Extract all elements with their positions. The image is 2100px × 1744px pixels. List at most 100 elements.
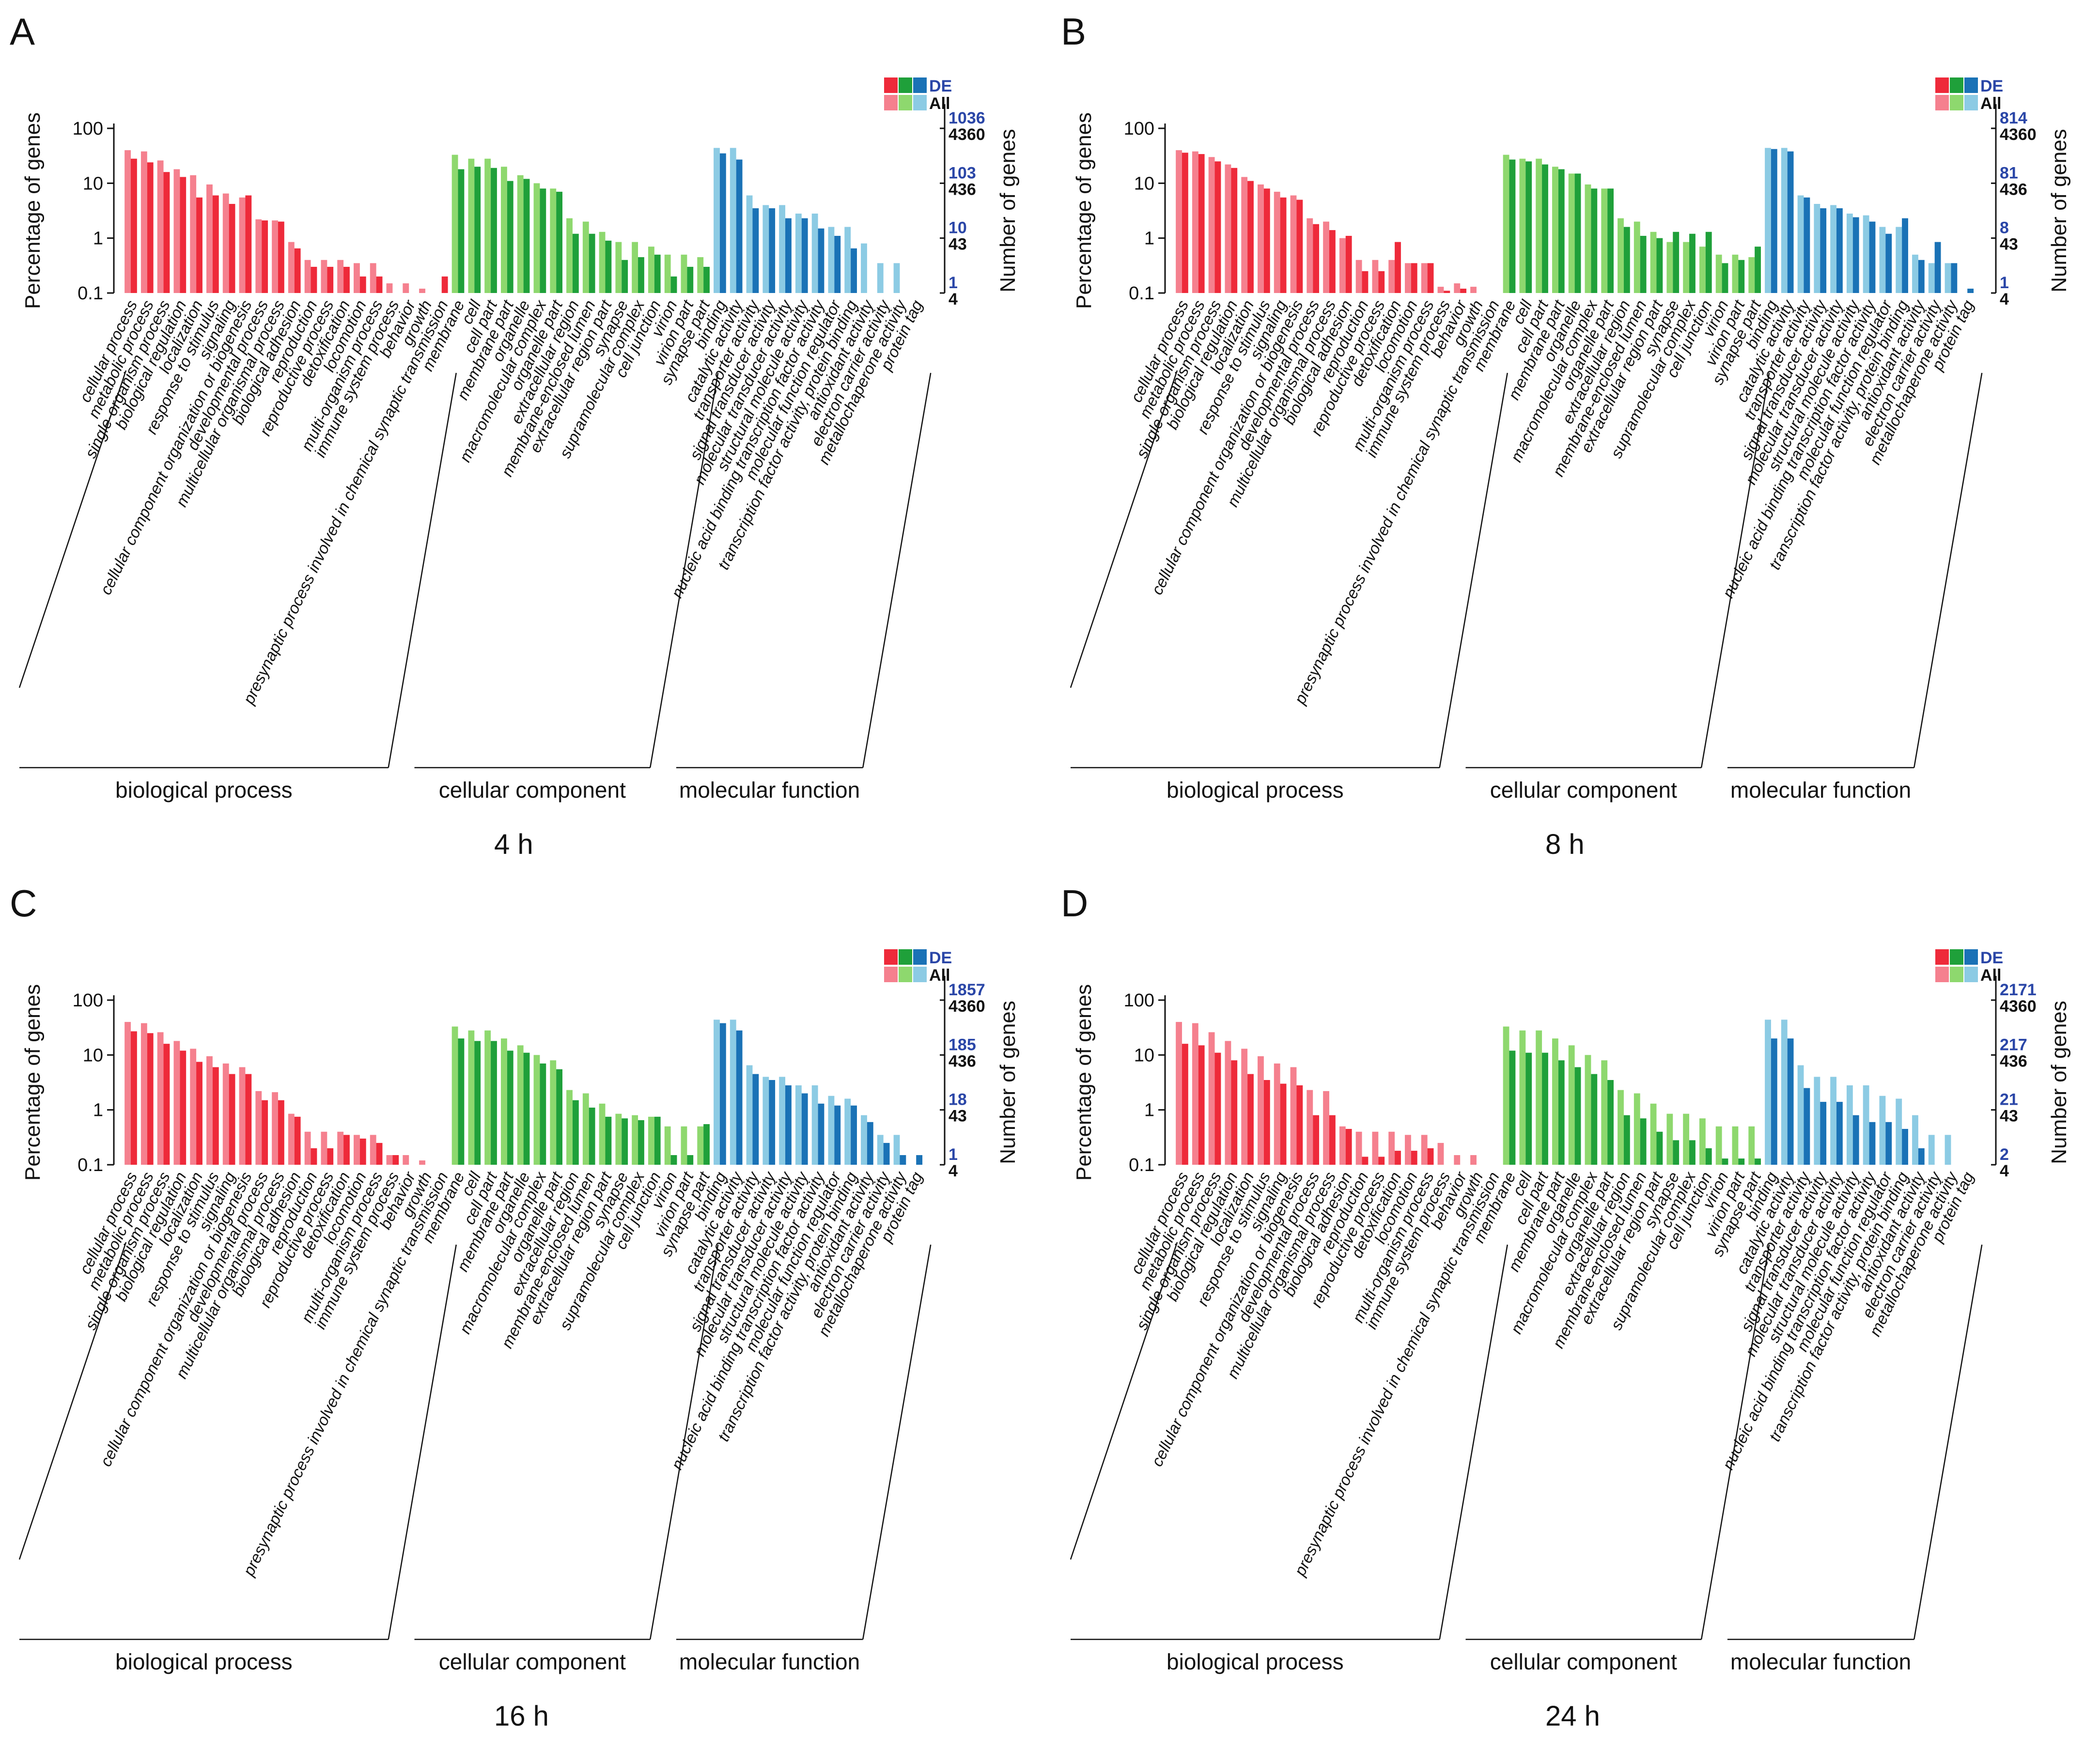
bar-de bbox=[1444, 291, 1450, 293]
bar-all bbox=[1944, 1135, 1951, 1165]
bar-de bbox=[1934, 242, 1941, 293]
bar-all bbox=[1208, 1032, 1215, 1165]
bar-all bbox=[288, 1113, 295, 1165]
y-axis-title-right: Number of genes bbox=[996, 1001, 1020, 1164]
bar-all bbox=[746, 1065, 753, 1165]
legend-swatch-all bbox=[884, 967, 898, 982]
right-tick-label-de: 81 bbox=[2000, 164, 2018, 182]
bar-de bbox=[1280, 1083, 1287, 1165]
bar-de bbox=[638, 257, 644, 293]
bar-all bbox=[451, 1026, 458, 1165]
legend-label-all: All bbox=[1980, 94, 2001, 113]
right-tick-label-de: 1857 bbox=[949, 981, 985, 999]
bar-de bbox=[670, 1155, 677, 1165]
legend-swatch-de bbox=[1950, 77, 1963, 93]
bar-all bbox=[173, 169, 180, 293]
legend-label-de: DE bbox=[1980, 949, 2003, 967]
bar-de bbox=[1869, 1122, 1876, 1165]
bar-de bbox=[278, 221, 284, 293]
legend-swatch-all bbox=[1964, 967, 1978, 982]
panel-c: C 100 10 1 0.1 Percentage of genes 1857 4360 18… bbox=[10, 881, 1037, 1734]
bar-all bbox=[1258, 184, 1264, 293]
y-tick-label: 10 bbox=[83, 1045, 103, 1065]
bar-de bbox=[703, 1124, 710, 1165]
bar-all bbox=[517, 175, 524, 293]
bar-de bbox=[294, 248, 301, 293]
bar-de bbox=[196, 1062, 202, 1165]
bar-all bbox=[288, 242, 295, 293]
bar-all bbox=[1405, 263, 1411, 293]
legend-label-all: All bbox=[1980, 966, 2001, 985]
group-label: molecular function bbox=[1730, 1649, 1911, 1674]
bar-all bbox=[861, 243, 867, 293]
bar-all bbox=[779, 205, 786, 293]
bar-all bbox=[533, 183, 540, 293]
bar-de bbox=[523, 179, 530, 293]
bar-all bbox=[370, 1135, 376, 1165]
bar-all bbox=[1765, 1019, 1771, 1165]
group-bracket-riser bbox=[18, 370, 127, 688]
bar-all bbox=[1437, 1142, 1444, 1165]
bar-de bbox=[818, 228, 824, 293]
bar-de bbox=[1345, 235, 1352, 293]
bar-de bbox=[1852, 217, 1859, 293]
bar-de bbox=[147, 162, 154, 293]
bar-de bbox=[752, 208, 759, 293]
bar-all bbox=[1618, 218, 1624, 293]
legend-swatch-de bbox=[913, 77, 927, 93]
legend-swatch-all bbox=[913, 95, 927, 110]
bar-de bbox=[1673, 1140, 1680, 1165]
bar-de bbox=[1280, 197, 1287, 293]
legend-swatch-de bbox=[1950, 949, 1963, 965]
legend-swatch-all bbox=[1935, 95, 1949, 110]
bar-de bbox=[589, 233, 595, 293]
timepoint-label: 4 h bbox=[494, 829, 533, 860]
legend-swatch-all bbox=[1950, 95, 1963, 110]
y-tick-label: 1 bbox=[93, 1100, 103, 1121]
bar-de bbox=[785, 218, 792, 293]
bar-all bbox=[844, 227, 851, 293]
bar-de bbox=[1705, 232, 1712, 293]
bar-all bbox=[1176, 1022, 1182, 1165]
bar-de bbox=[343, 1135, 350, 1165]
group-label: molecular function bbox=[679, 1649, 860, 1674]
bar-de bbox=[1198, 154, 1205, 293]
bar-all bbox=[550, 1060, 557, 1165]
bar-all bbox=[1437, 287, 1444, 293]
bar-de bbox=[278, 1100, 284, 1165]
bar-de bbox=[1951, 263, 1958, 293]
bar-all bbox=[828, 227, 835, 293]
bar-de bbox=[441, 276, 448, 293]
bar-de bbox=[1509, 159, 1516, 293]
bar-de bbox=[1591, 188, 1598, 293]
bar-all bbox=[1388, 1131, 1395, 1165]
bar-all bbox=[1536, 158, 1542, 293]
bar-all bbox=[206, 184, 213, 293]
group-label: biological process bbox=[1167, 1649, 1344, 1674]
bar-de bbox=[1362, 271, 1369, 293]
panel-label: B bbox=[1061, 10, 1087, 53]
right-tick-label-all: 436 bbox=[949, 1052, 976, 1070]
bar-all bbox=[1601, 188, 1608, 293]
bar-all bbox=[1176, 150, 1182, 293]
bar-all bbox=[1732, 1126, 1739, 1165]
bar-de bbox=[131, 1031, 137, 1165]
bar-de bbox=[1296, 1085, 1303, 1165]
bar-all bbox=[1879, 1096, 1886, 1165]
bar-de bbox=[801, 1093, 808, 1165]
group-bracket-riser bbox=[1913, 1244, 1983, 1640]
bar-de bbox=[1247, 181, 1254, 293]
group-label: biological process bbox=[115, 1649, 293, 1674]
bar-all bbox=[599, 1103, 606, 1165]
bar-all bbox=[1797, 1065, 1804, 1165]
right-tick-label-de: 1 bbox=[949, 274, 958, 292]
bar-de bbox=[1623, 1115, 1630, 1165]
bar-all bbox=[697, 257, 704, 293]
bar-all bbox=[1650, 1103, 1657, 1165]
group-label: molecular function bbox=[679, 777, 860, 803]
legend-swatch-de bbox=[884, 949, 898, 965]
bar-de bbox=[900, 1155, 906, 1165]
bar-all bbox=[681, 1126, 687, 1165]
bar-all bbox=[1421, 263, 1428, 293]
bar-de bbox=[1329, 1115, 1336, 1165]
